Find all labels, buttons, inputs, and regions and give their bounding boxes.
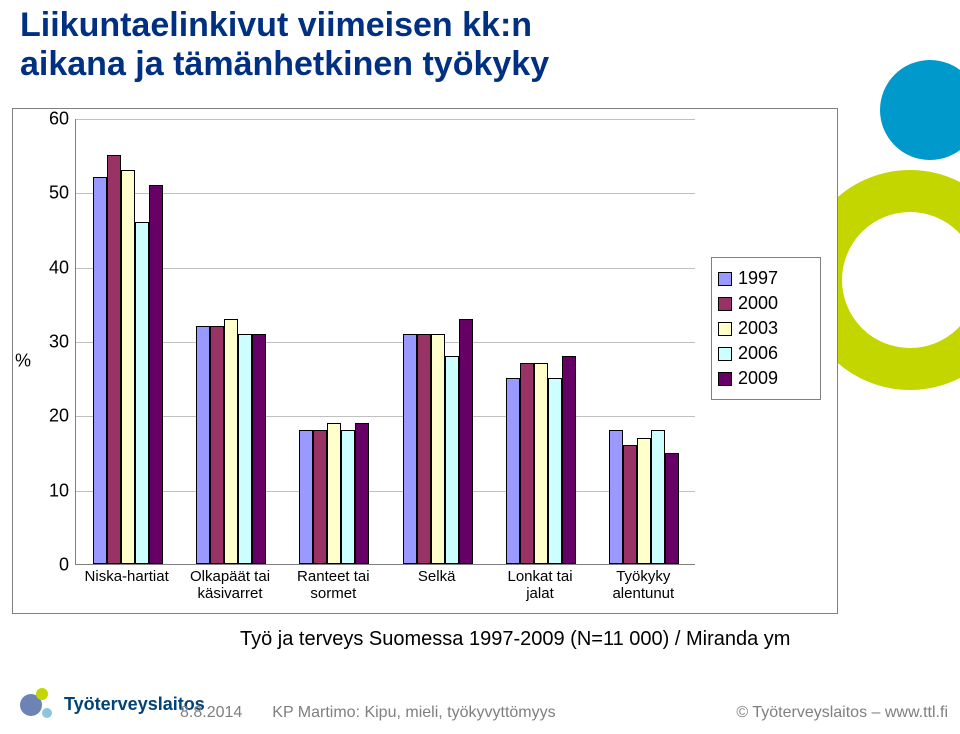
bar bbox=[341, 118, 355, 564]
footer-url: www.ttl.fi bbox=[885, 704, 948, 721]
bar bbox=[637, 118, 651, 564]
bar bbox=[562, 118, 576, 564]
bar bbox=[459, 118, 473, 564]
footer-left: 8.8.2014 KP Martimo: Kipu, mieli, työkyv… bbox=[180, 704, 556, 722]
grid-line bbox=[76, 491, 695, 492]
grid-line bbox=[76, 416, 695, 417]
y-tick-label: 40 bbox=[13, 257, 69, 278]
bar bbox=[609, 118, 623, 564]
legend-label: 2000 bbox=[738, 293, 778, 314]
chart-plot-area bbox=[75, 119, 695, 565]
legend-label: 2006 bbox=[738, 343, 778, 364]
bar bbox=[196, 118, 210, 564]
title-line-2: aikana ja tämänhetkinen työkyky bbox=[20, 45, 549, 83]
logo-mark bbox=[18, 684, 58, 724]
bar-group bbox=[403, 118, 473, 564]
legend-label: 1997 bbox=[738, 268, 778, 289]
bar bbox=[327, 118, 341, 564]
org-logo: Työterveyslaitos bbox=[18, 684, 205, 724]
title-line-1: Liikuntaelinkivut viimeisen kk:n bbox=[20, 6, 532, 44]
x-tick-label: Niska-hartiat bbox=[75, 569, 178, 586]
bar bbox=[355, 118, 369, 564]
bar bbox=[238, 118, 252, 564]
x-axis-labels: Niska-hartiatOlkapäät taikäsivarretRante… bbox=[75, 569, 695, 611]
footer-center: KP Martimo: Kipu, mieli, työkyvyttömyys bbox=[272, 704, 555, 722]
bar bbox=[431, 118, 445, 564]
bar bbox=[121, 118, 135, 564]
y-tick-label: 60 bbox=[13, 109, 69, 130]
bar bbox=[224, 118, 238, 564]
x-tick-label: Ranteet taisormet bbox=[282, 569, 385, 602]
grid-line bbox=[76, 342, 695, 343]
x-tick-label: Työkykyalentunut bbox=[592, 569, 695, 602]
bar bbox=[313, 118, 327, 564]
legend-item: 2006 bbox=[718, 343, 814, 364]
bar bbox=[403, 118, 417, 564]
legend-swatch bbox=[718, 297, 732, 311]
legend-item: 2003 bbox=[718, 318, 814, 339]
legend-swatch bbox=[718, 322, 732, 336]
bar bbox=[548, 118, 562, 564]
legend-item: 2009 bbox=[718, 368, 814, 389]
x-tick-label: Lonkat taijalat bbox=[488, 569, 591, 602]
legend-label: 2003 bbox=[738, 318, 778, 339]
bar-group bbox=[299, 118, 369, 564]
y-tick-label: 30 bbox=[13, 332, 69, 353]
grid-line bbox=[76, 193, 695, 194]
bar-group bbox=[196, 118, 266, 564]
legend-item: 1997 bbox=[718, 268, 814, 289]
legend-swatch bbox=[718, 272, 732, 286]
bar bbox=[651, 118, 665, 564]
bar bbox=[252, 118, 266, 564]
grid-line bbox=[76, 268, 695, 269]
bar bbox=[210, 118, 224, 564]
footer-org: © Työterveyslaitos – bbox=[736, 704, 880, 721]
chart-legend: 1997 2000 2003 2006 2009 bbox=[711, 257, 821, 400]
source-note: Työ ja terveys Suomessa 1997-2009 (N=11 … bbox=[240, 628, 790, 651]
grid-line bbox=[76, 119, 695, 120]
bar-group bbox=[609, 118, 679, 564]
legend-swatch bbox=[718, 347, 732, 361]
y-tick-label: 10 bbox=[13, 480, 69, 501]
bar bbox=[299, 118, 313, 564]
bar bbox=[665, 118, 679, 564]
bar bbox=[623, 118, 637, 564]
y-tick-label: 20 bbox=[13, 406, 69, 427]
footer-date: 8.8.2014 bbox=[180, 704, 242, 722]
bar bbox=[135, 118, 149, 564]
bar bbox=[445, 118, 459, 564]
y-tick-label: 0 bbox=[13, 555, 69, 576]
bar-group bbox=[93, 118, 163, 564]
bar bbox=[534, 118, 548, 564]
chart-frame: % Niska-hartiatOlkapäät taikäsivarretRan… bbox=[12, 108, 838, 614]
legend-item: 2000 bbox=[718, 293, 814, 314]
legend-label: 2009 bbox=[738, 368, 778, 389]
x-tick-label: Selkä bbox=[385, 569, 488, 586]
page-title: Liikuntaelinkivut viimeisen kk:n aikana … bbox=[20, 6, 940, 84]
y-axis-label: % bbox=[15, 351, 31, 372]
bar-group bbox=[506, 118, 576, 564]
y-tick-label: 50 bbox=[13, 183, 69, 204]
bar bbox=[520, 118, 534, 564]
footer-right: © Työterveyslaitos – www.ttl.fi bbox=[736, 704, 948, 722]
bar bbox=[93, 118, 107, 564]
bar bbox=[149, 118, 163, 564]
bar bbox=[107, 118, 121, 564]
legend-swatch bbox=[718, 372, 732, 386]
footer-bar: 8.8.2014 KP Martimo: Kipu, mieli, työkyv… bbox=[180, 704, 948, 722]
x-tick-label: Olkapäät taikäsivarret bbox=[178, 569, 281, 602]
bar bbox=[417, 118, 431, 564]
bar bbox=[506, 118, 520, 564]
